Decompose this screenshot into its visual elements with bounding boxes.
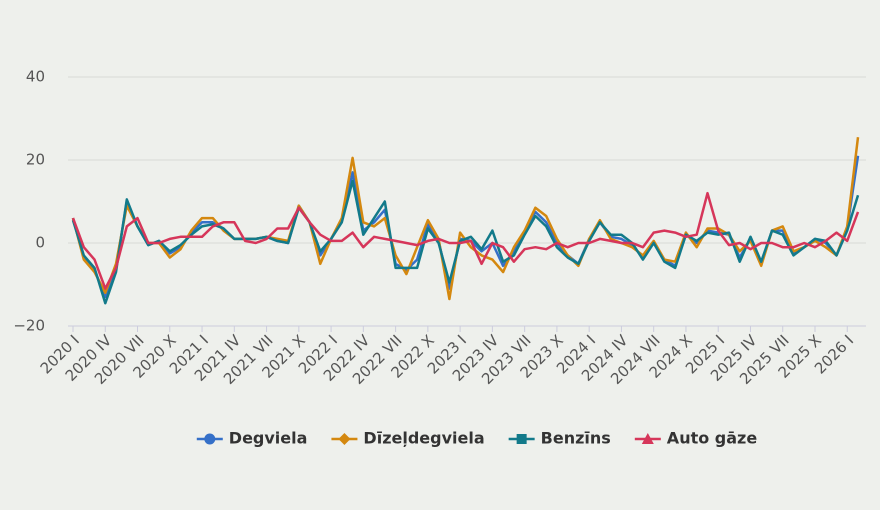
legend-label: Dīzeļdegviela bbox=[363, 429, 484, 448]
legend-item: Auto gāze bbox=[634, 429, 758, 448]
y-tick-label: 0 bbox=[35, 234, 45, 252]
legend-marker bbox=[204, 433, 216, 445]
series-line bbox=[71, 191, 860, 290]
legend-marker bbox=[516, 434, 527, 444]
series-line bbox=[71, 155, 860, 299]
y-tick-label: −20 bbox=[13, 317, 45, 335]
legend-item: Degviela bbox=[196, 429, 308, 448]
series-line bbox=[71, 137, 860, 301]
legend-label: Degviela bbox=[229, 429, 308, 448]
legend-marker bbox=[338, 433, 351, 445]
y-tick-label: 20 bbox=[26, 151, 45, 169]
y-tick-label: 40 bbox=[26, 68, 45, 86]
legend: Degviela Dīzeļdegviela Benzīns Auto gāze bbox=[196, 429, 758, 448]
legend-item: Benzīns bbox=[508, 429, 611, 448]
legend-label: Benzīns bbox=[541, 429, 611, 448]
legend-marker bbox=[641, 433, 654, 444]
series-line bbox=[71, 179, 860, 305]
legend-item: Dīzeļdegviela bbox=[331, 429, 485, 448]
legend-label: Auto gāze bbox=[667, 429, 758, 448]
